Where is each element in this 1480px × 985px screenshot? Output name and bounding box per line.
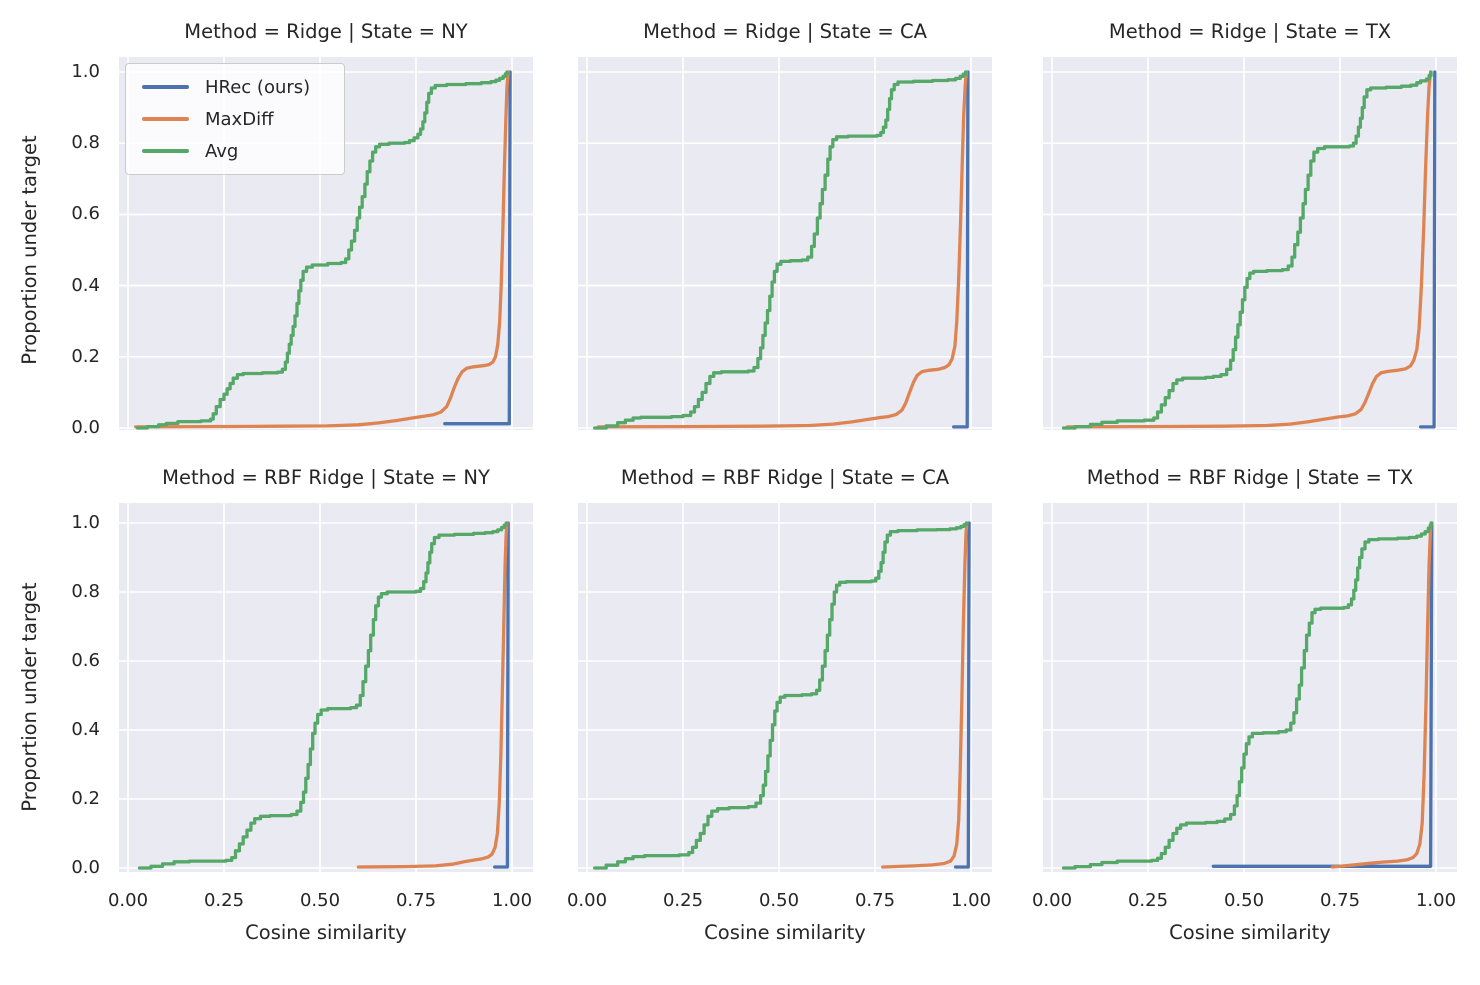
- legend-item: HRec (ours): [142, 77, 344, 98]
- y-tick-label: 0.0: [71, 857, 100, 878]
- panel-rbf-ridge-tx: Method = RBF Ridge | State = TX: [1043, 466, 1457, 872]
- legend-item: MaxDiff: [142, 109, 344, 130]
- panel-rbf-ridge-ny: Method = RBF Ridge | State = NY: [119, 466, 533, 872]
- y-tick-label: 0.4: [71, 719, 100, 740]
- x-tick-label: 0.75: [1319, 890, 1361, 911]
- y-tick-label: 1.0: [71, 61, 100, 82]
- panel-title: Method = RBF Ridge | State = TX: [1086, 466, 1414, 489]
- panel-rbf-ridge-ca: Method = RBF Ridge | State = CA: [578, 466, 992, 872]
- x-axis-label: Cosine similarity: [1169, 921, 1331, 944]
- x-axis-label: Cosine similarity: [704, 921, 866, 944]
- x-tick-label: 0.50: [758, 890, 800, 911]
- panel-title: Method = Ridge | State = TX: [1108, 20, 1392, 43]
- x-tick-label: 0.50: [299, 890, 341, 911]
- panel-ridge-tx: Method = Ridge | State = TX: [1043, 20, 1457, 430]
- y-tick-label: 0.4: [71, 274, 100, 296]
- x-tick-label: 0.25: [662, 890, 704, 911]
- plot-area: [578, 57, 992, 430]
- x-axis-label: Cosine similarity: [245, 921, 407, 944]
- x-tick-label: 0.25: [203, 890, 245, 911]
- legend-item: Avg: [142, 141, 344, 162]
- panel-ridge-ny: Method = Ridge | State = NY HRec (ours) …: [119, 20, 533, 430]
- plot-area: [1043, 57, 1457, 430]
- x-tick-label: 0.00: [107, 890, 149, 911]
- x-tick-label: 0.00: [566, 890, 608, 911]
- y-tick-label: 0.2: [71, 345, 100, 367]
- panel-title: Method = Ridge | State = NY: [184, 20, 468, 43]
- legend-swatch-maxdiff: [142, 117, 189, 121]
- y-axis-label: Proportion under target: [18, 135, 41, 365]
- y-tick-label: 0.8: [71, 132, 100, 154]
- x-tick-label: 0.25: [1127, 890, 1169, 911]
- y-tick-label: 0.6: [71, 650, 100, 671]
- x-tick-label: 0.75: [395, 890, 437, 911]
- plot-area: [119, 503, 533, 872]
- y-tick-label: 0.6: [71, 203, 100, 225]
- panel-title: Method = RBF Ridge | State = NY: [162, 466, 490, 489]
- x-tick-label: 1.00: [491, 890, 533, 911]
- y-tick-label: 0.2: [71, 788, 100, 809]
- x-tick-label: 1.00: [950, 890, 992, 911]
- x-tick-label: 0.00: [1031, 890, 1073, 911]
- panel-title: Method = Ridge | State = CA: [643, 20, 927, 43]
- plot-area: [578, 503, 992, 872]
- y-tick-label: 0.0: [71, 417, 100, 438]
- x-tick-label: 0.75: [854, 890, 896, 911]
- legend: HRec (ours) MaxDiff Avg: [125, 63, 345, 175]
- legend-swatch-avg: [142, 149, 189, 153]
- plot-area: [1043, 503, 1457, 872]
- legend-label: MaxDiff: [205, 108, 274, 130]
- panel-ridge-ca: Method = Ridge | State = CA: [578, 20, 992, 430]
- y-tick-label: 0.8: [71, 581, 100, 602]
- legend-label: Avg: [205, 140, 239, 162]
- x-tick-label: 0.50: [1223, 890, 1265, 911]
- legend-swatch-hrec: [142, 85, 189, 89]
- legend-label: HRec (ours): [205, 76, 311, 98]
- y-tick-label: 1.0: [71, 512, 100, 533]
- x-tick-label: 1.00: [1415, 890, 1457, 911]
- y-axis-label: Proportion under target: [18, 582, 41, 812]
- panel-title: Method = RBF Ridge | State = CA: [620, 466, 950, 489]
